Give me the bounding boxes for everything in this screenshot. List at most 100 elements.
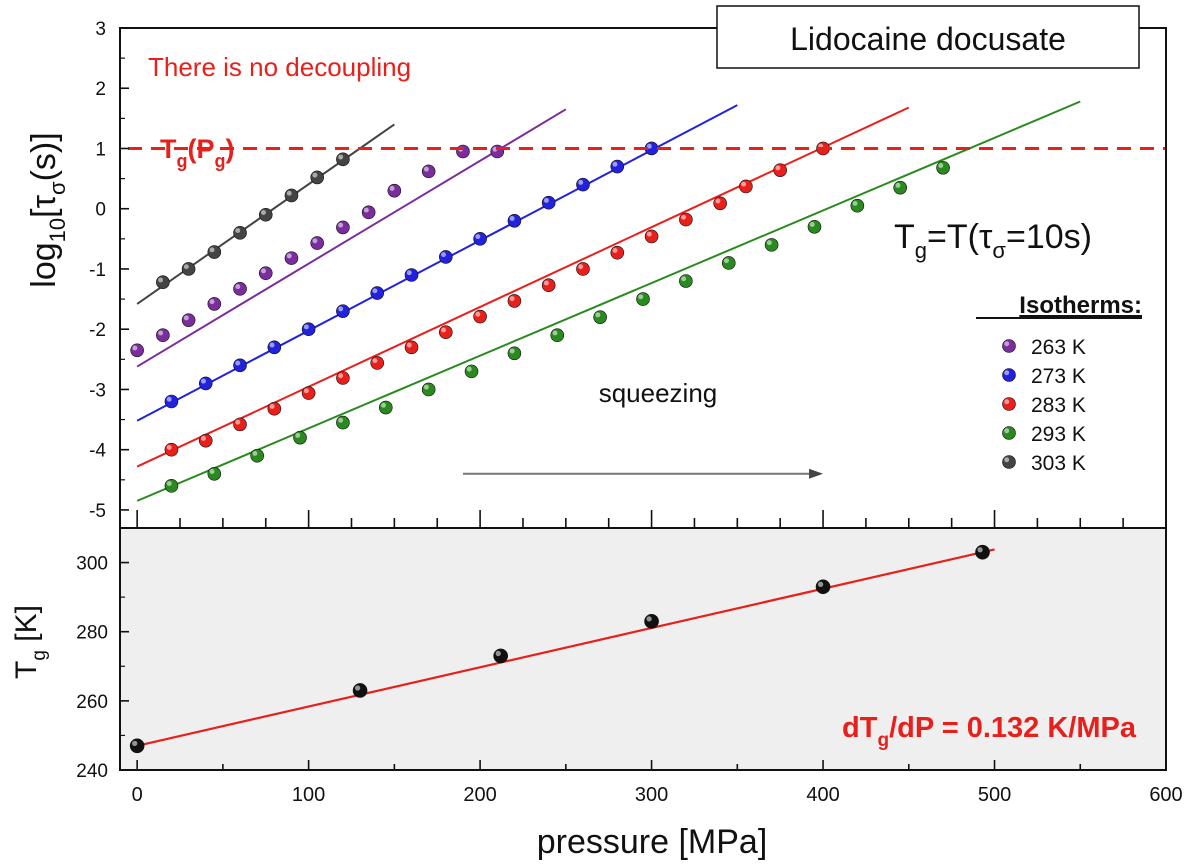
data-point-273k-marker <box>473 232 487 246</box>
data-point-263k-marker <box>181 313 196 327</box>
tg-fit-line <box>136 548 995 747</box>
data-point-283k-highlight <box>441 327 446 333</box>
top-y-tick-label: 2 <box>95 79 106 100</box>
data-point-263k-highlight <box>132 345 138 351</box>
tg-data-point-highlight <box>817 581 824 587</box>
data-point-263k-highlight <box>183 315 189 321</box>
tg-data-point <box>493 648 508 664</box>
data-point-293k <box>250 448 264 463</box>
data-point-293k-highlight <box>166 481 172 487</box>
data-point-263k-marker <box>156 328 170 343</box>
data-point-263k-highlight <box>363 207 369 213</box>
data-point-263k-highlight <box>158 330 164 336</box>
data-point-273k <box>507 213 522 228</box>
data-point-303k-highlight <box>183 264 189 270</box>
data-point-283k-highlight <box>612 247 618 253</box>
data-point-283k-marker <box>473 309 487 324</box>
data-point-293k-highlight <box>209 469 215 474</box>
data-point-293k-highlight <box>295 432 301 438</box>
data-point-293k-highlight <box>852 200 858 206</box>
data-point-263k-marker <box>310 236 324 250</box>
data-point-283k-marker <box>739 179 753 194</box>
tg-data-point <box>975 544 990 560</box>
tg-data-point-highlight <box>132 740 138 747</box>
top-y-tick-label: -2 <box>89 320 106 341</box>
data-point-263k-highlight <box>312 238 318 244</box>
data-point-293k-highlight <box>595 312 601 318</box>
data-point-273k-marker <box>233 358 247 373</box>
data-point-263k-highlight <box>338 222 344 228</box>
top-axis-ticks: -5 -4 -3 -2 -1 0 1 2 3 <box>89 19 1167 528</box>
bottom-y-tick-label: 300 <box>76 554 108 575</box>
legend-marker-273k <box>1002 368 1016 382</box>
tg-data-point-marker <box>644 614 659 629</box>
data-point-273k-highlight <box>543 197 549 203</box>
data-point-263k-marker <box>387 183 402 198</box>
data-point-273k <box>336 304 350 318</box>
data-point-303k-highlight <box>286 190 292 196</box>
tg-definition-label: Tg=T(τσ=10s) <box>894 218 1092 263</box>
data-point-273k-highlight <box>269 342 275 348</box>
data-point-293k-marker <box>464 364 479 379</box>
data-point-273k-marker <box>370 286 385 300</box>
data-point-283k <box>679 212 693 227</box>
data-point-263k <box>490 144 505 159</box>
data-point-283k-marker <box>370 356 385 370</box>
data-point-293k <box>336 415 350 430</box>
data-point-273k-highlight <box>646 143 652 149</box>
data-point-303k-highlight <box>235 228 241 234</box>
data-point-293k-highlight <box>809 222 815 227</box>
data-point-293k-marker <box>421 382 436 397</box>
data-point-273k <box>267 340 282 355</box>
top-y-tick-label: -5 <box>89 501 106 522</box>
data-point-283k-highlight <box>775 165 781 171</box>
legend-label-283k: 283 K <box>1031 394 1086 417</box>
bottom-y-tick-label: 240 <box>76 761 108 782</box>
data-point-283k-marker <box>713 196 727 211</box>
squeezing-label: squeezing <box>599 378 718 408</box>
data-point-293k-marker <box>636 292 650 306</box>
data-point-283k-highlight <box>372 358 378 364</box>
data-point-293k-marker <box>250 448 264 463</box>
data-point-273k-highlight <box>612 161 618 167</box>
data-point-273k-marker <box>576 177 590 192</box>
data-point-293k-highlight <box>895 182 901 188</box>
bottom-x-tick-label: 300 <box>635 784 668 806</box>
data-point-273k-marker <box>336 304 350 318</box>
data-point-303k-highlight <box>261 210 266 215</box>
data-point-293k <box>636 292 650 306</box>
data-point-293k-marker <box>207 466 222 481</box>
slope-annotation: dTg/dP = 0.132 K/MPa <box>842 712 1137 751</box>
data-point-293k-marker <box>936 160 950 175</box>
data-point-263k <box>156 328 170 343</box>
tg-data-point-marker <box>493 648 508 664</box>
data-point-283k-highlight <box>235 419 241 425</box>
top-y-tick-label: -1 <box>89 260 106 281</box>
data-point-283k <box>267 401 282 416</box>
data-point-273k-marker <box>301 322 316 337</box>
data-point-293k <box>679 274 693 288</box>
top-y-tick-label: 1 <box>95 139 106 160</box>
data-point-293k <box>936 160 950 175</box>
data-point-273k-marker <box>198 376 213 391</box>
data-point-273k <box>473 232 487 246</box>
data-point-283k-highlight <box>543 280 549 286</box>
data-point-303k-marker <box>284 188 299 203</box>
data-point-283k-highlight <box>200 435 206 441</box>
legend-title: Isotherms: <box>1019 292 1142 319</box>
data-point-293k <box>207 466 222 481</box>
bottom-data-points <box>129 544 990 754</box>
legend-label-293k: 293 K <box>1031 423 1086 446</box>
data-point-293k-highlight <box>466 366 472 372</box>
data-point-303k-highlight <box>312 172 318 178</box>
legend-marker-273k-highlight <box>1004 370 1010 376</box>
tg-data-point-marker <box>975 544 990 560</box>
data-point-273k-highlight <box>578 179 584 185</box>
data-point-303k-marker <box>156 275 170 290</box>
data-point-293k <box>421 382 436 397</box>
data-point-293k-marker <box>378 400 393 415</box>
data-point-273k-highlight <box>235 360 241 366</box>
data-point-303k-marker <box>310 170 324 185</box>
legend-marker-283k-highlight <box>1004 399 1010 405</box>
